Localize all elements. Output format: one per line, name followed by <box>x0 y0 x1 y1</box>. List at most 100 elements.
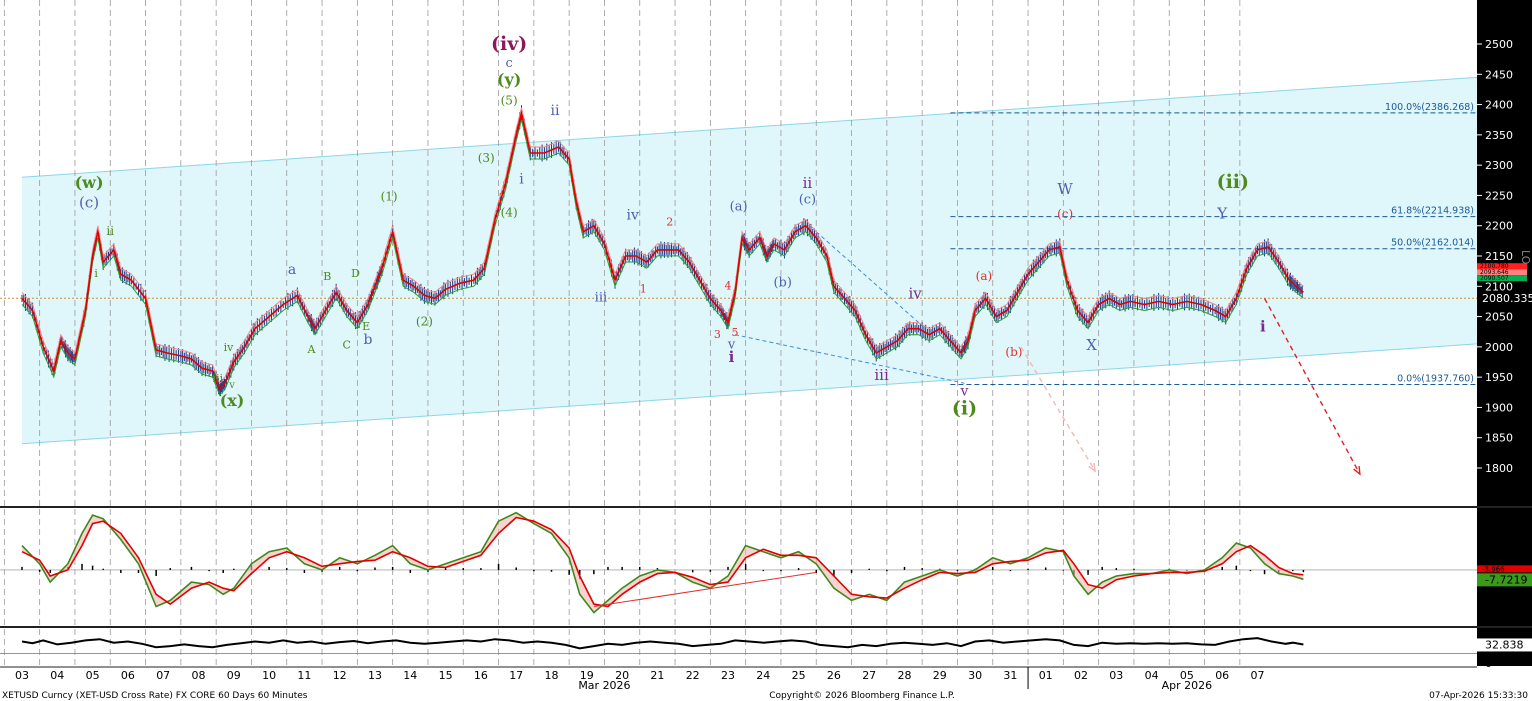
wave-label: iii <box>874 366 889 384</box>
wave-label: a <box>288 262 296 278</box>
x-tick-label: 12 <box>333 669 347 682</box>
x-tick-label: 05 <box>1180 669 1194 682</box>
x-tick-label: 07 <box>1251 669 1265 682</box>
y-tick-label: 1900 <box>1485 401 1513 414</box>
osc2-last-box <box>1477 638 1532 652</box>
wave-label: ii <box>551 103 560 119</box>
osc1-y-tick-label: -40 <box>1485 613 1503 626</box>
footer-copyright: Copyright© 2026 Bloomberg Finance L.P. <box>769 691 954 701</box>
y-tick-label: 2200 <box>1485 220 1513 233</box>
projection-arrow-line <box>1020 346 1096 472</box>
wave-label: v <box>228 380 235 391</box>
wave-label: (c) <box>799 192 816 207</box>
y-tick-label: 2250 <box>1485 189 1513 202</box>
x-tick-label: 16 <box>474 669 488 682</box>
footer-security: XETUSD Curncy (XET-USD Cross Rate) FX CO… <box>2 691 308 701</box>
wave-label: (a) <box>730 200 748 215</box>
x-tick-label: 23 <box>721 669 735 682</box>
mini-price-text: 2100.780 <box>1480 263 1509 270</box>
osc1-y-axis: -40-2002040-3.966-7.7219 <box>1477 515 1532 626</box>
osc2-y-tick-label: 0 <box>1485 657 1492 670</box>
x-tick-label: 11 <box>297 669 311 682</box>
wave-label: (iv) <box>491 33 527 55</box>
wave-label: 5 <box>732 326 739 339</box>
x-tick-label: 27 <box>862 669 876 682</box>
x-tick-label: 31 <box>1003 669 1017 682</box>
wave-label: iii <box>595 290 607 305</box>
y-tick-label: 2000 <box>1485 341 1513 354</box>
wave-label: (a) <box>976 269 993 283</box>
wave-label: v <box>727 338 736 353</box>
x-tick-label: 22 <box>686 669 700 682</box>
osc1-y-tick-label: 20 <box>1485 540 1499 553</box>
osc1-series <box>0 511 1477 614</box>
side-mark: LO <box>1519 250 1532 265</box>
x-tick-label: 08 <box>192 669 206 682</box>
wave-label: iv <box>626 208 638 224</box>
last-price-box <box>1477 291 1532 306</box>
trendlines <box>734 231 1361 476</box>
wave-label: (2) <box>416 315 433 329</box>
wave-label: i <box>94 267 98 280</box>
y-tick-label: 2150 <box>1485 250 1513 263</box>
x-tick-label: 26 <box>827 669 841 682</box>
wave-label: C <box>343 339 351 352</box>
wave-label: (x) <box>220 391 245 410</box>
price-y-axis: 1800 1850 1900 1950 2000 2050 2100 2150 2200 2250… <box>1477 38 1532 475</box>
wave-label: (5) <box>501 94 518 108</box>
wave-label: (b) <box>773 275 791 290</box>
osc1-divergence-line <box>593 571 817 607</box>
projection-arrow-line <box>1263 298 1361 475</box>
channel-lower-line <box>21 343 1478 445</box>
fib-label: 50.0%(2162.014) <box>1391 238 1474 249</box>
osc1-green-line <box>21 511 1304 614</box>
mini-price-text: 2090.507 <box>1480 275 1509 282</box>
fib-label: 0.0%(1937.760) <box>1397 374 1474 385</box>
wave-label: ii <box>106 224 114 238</box>
y-tick-label: 1950 <box>1485 371 1513 384</box>
x-tick-label: 24 <box>756 669 770 682</box>
oscillator-1-panel: -40-2002040-3.966-7.7219 <box>0 509 1532 626</box>
x-tick-label: 09 <box>227 669 241 682</box>
x-tick-label: 06 <box>121 669 135 682</box>
osc1-red-line <box>21 516 1304 608</box>
x-tick-label: 20 <box>615 669 629 682</box>
wave-label: (i) <box>952 398 977 420</box>
osc1-last-label: -7.7219 <box>1485 573 1527 586</box>
y-tick-label: 2300 <box>1485 159 1513 172</box>
osc1-y-tick-label: 40 <box>1485 515 1499 528</box>
x-tick-label: 30 <box>968 669 982 682</box>
channel <box>21 76 1478 445</box>
osc1-red-tag <box>1477 565 1532 573</box>
mini-price-tag <box>1477 275 1527 282</box>
osc1-last-box <box>1477 573 1532 587</box>
wave-label: (w) <box>75 173 104 192</box>
x-tick-label: 29 <box>933 669 947 682</box>
wave-label: (ii) <box>1217 171 1249 193</box>
y-tick-label: 2050 <box>1485 311 1513 324</box>
wave-label: (b) <box>1005 345 1022 359</box>
wave-label: 2 <box>666 216 673 229</box>
osc1-y-tick-label: -20 <box>1485 588 1503 601</box>
right-axis-background <box>1477 0 1532 666</box>
wave-label: (c) <box>1057 207 1073 221</box>
wave-label: B <box>323 270 331 283</box>
price-series <box>21 105 1304 397</box>
y-tick-label: 2100 <box>1485 280 1513 293</box>
x-tick-label: 10 <box>262 669 276 682</box>
x-tick-label: 28 <box>898 669 912 682</box>
x-tick-label: 06 <box>1215 669 1229 682</box>
wave-label: (4) <box>501 206 518 220</box>
x-tick-label: 07 <box>156 669 170 682</box>
wave-label: iv <box>224 341 235 354</box>
wave-label: A <box>306 343 316 356</box>
wave-label: Y <box>1216 204 1228 222</box>
wave-label: (c) <box>79 194 99 212</box>
x-tick-label: 18 <box>545 669 559 682</box>
projection-arrow-head <box>1088 463 1097 473</box>
x-tick-label: 15 <box>439 669 453 682</box>
main-price-panel: 100.0%(2386.268) 61.8%(2214.938) 50.0%(216… <box>0 0 1532 507</box>
